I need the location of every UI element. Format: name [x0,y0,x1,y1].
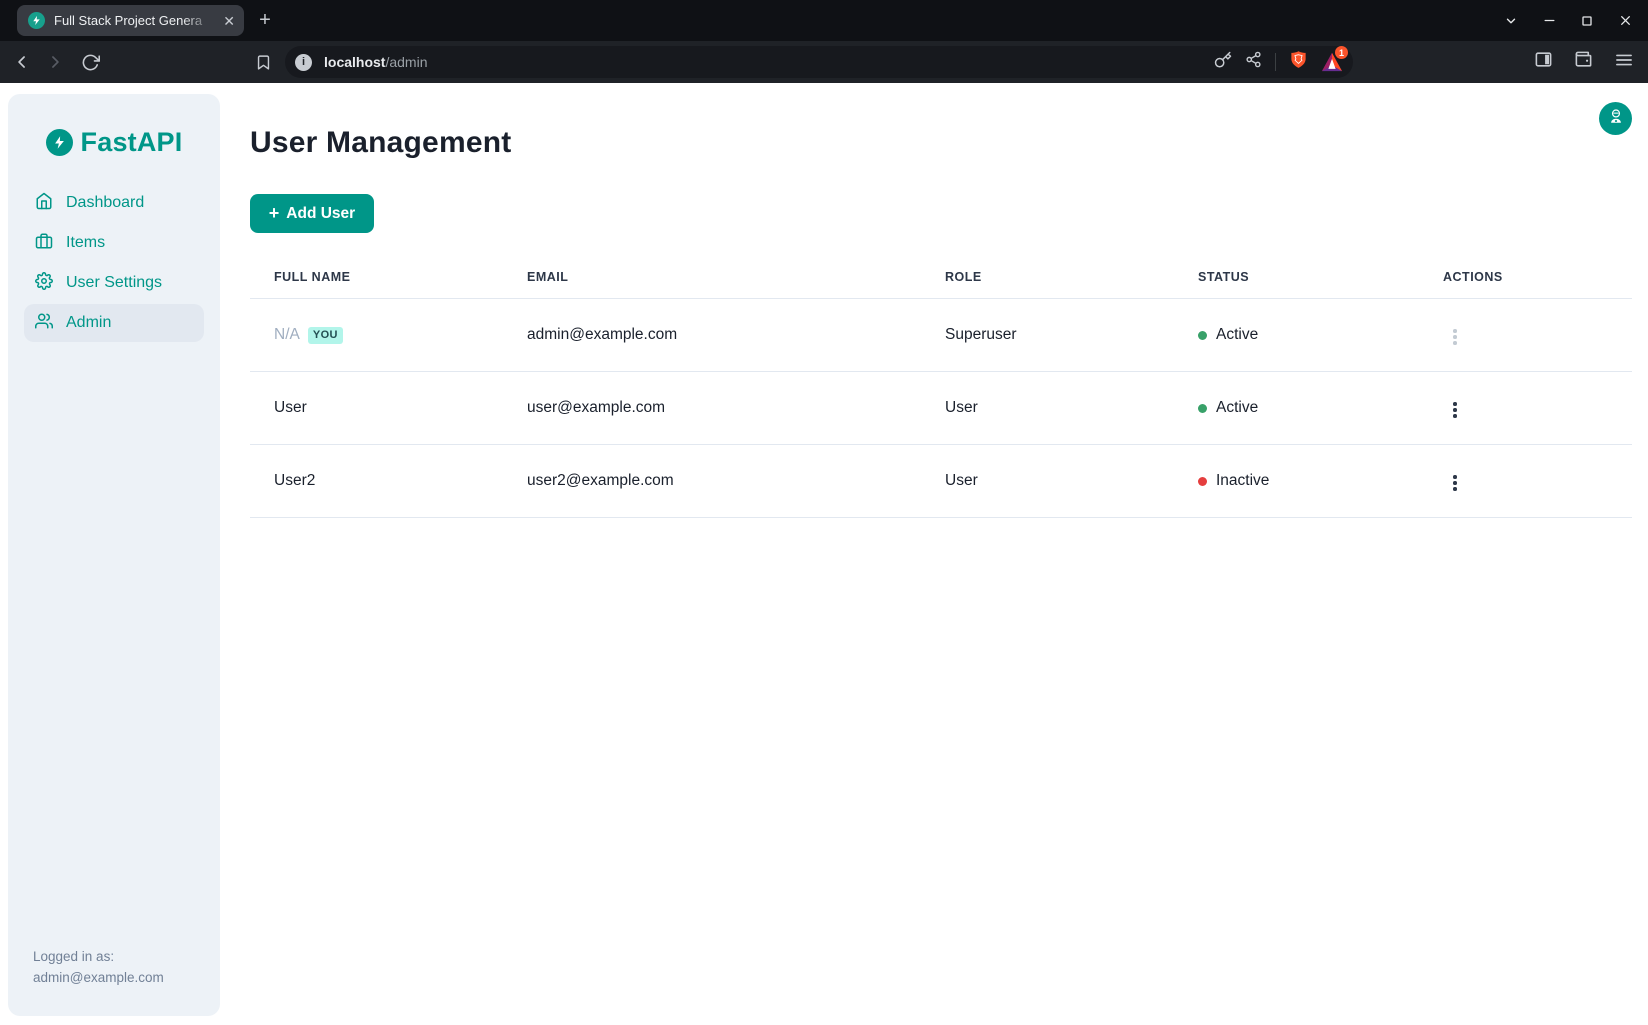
tab-close-icon[interactable]: ✕ [223,12,235,29]
users-icon [35,312,53,335]
status-value: Inactive [1216,472,1270,489]
rewards-badge: 1 [1335,46,1348,59]
fastapi-logo: FastAPI [8,127,220,158]
toolbar-right-icons [1534,41,1634,83]
sidebar-item-label: Admin [66,314,112,331]
col-actions: ACTIONS [1419,270,1632,299]
status-dot-active [1198,403,1207,413]
sidebar-item-items[interactable]: Items [24,224,204,262]
table-header-row: FULL NAME EMAIL ROLE STATUS ACTIONS [250,270,1632,299]
fastapi-bolt-icon [45,129,73,156]
gear-icon [35,271,53,295]
logged-in-info: Logged in as: admin@example.com [33,946,164,988]
plus-icon: + [268,202,280,223]
window-controls [1499,0,1648,41]
page-title: User Management [250,126,512,159]
row-actions-menu-icon [1443,323,1467,351]
user-menu-button[interactable] [1599,102,1632,135]
logged-in-email: admin@example.com [33,970,164,985]
logo-text: FastAPI [80,127,183,157]
add-user-button[interactable]: + Add User [250,194,374,233]
bookmark-icon[interactable] [249,48,277,76]
email-value: user@example.com [503,371,921,445]
url-host: localhost [324,54,386,70]
site-info-icon[interactable]: i [295,53,312,71]
email-value: admin@example.com [503,298,921,372]
share-icon[interactable] [1245,51,1262,73]
status-value: Active [1216,326,1259,343]
status-dot-active [1198,330,1207,340]
maximize-icon[interactable] [1575,9,1599,33]
sidebar-item-dashboard[interactable]: Dashboard [24,184,204,222]
new-tab-button[interactable]: + [259,9,271,31]
sidebar-item-user-settings[interactable]: User Settings [24,264,204,302]
row-actions-menu-icon[interactable] [1443,469,1467,497]
email-value: user2@example.com [503,444,921,518]
full-name-value: N/A [274,326,300,343]
user-astronaut-icon [1607,107,1625,130]
browser-toolbar: i localhost/admin 1 [0,41,1648,83]
col-full-name: FULL NAME [250,270,503,299]
menu-hamburger-icon[interactable] [1614,50,1634,75]
back-icon[interactable] [8,48,36,76]
add-user-label: Add User [286,204,356,222]
main-content: User Management + Add User FULL NAME EMA… [250,83,1632,518]
toolbar-separator [1275,53,1276,71]
sidebar-nav: Dashboard Items User Settings [8,184,220,342]
col-email: EMAIL [503,270,921,299]
fastapi-favicon-icon [28,12,45,29]
status-dot-inactive [1198,476,1207,486]
col-role: ROLE [921,270,1174,299]
briefcase-icon [35,232,53,255]
address-bar[interactable]: i localhost/admin 1 [285,46,1353,78]
status-value: Active [1216,399,1259,416]
brave-rewards-icon[interactable]: 1 [1321,46,1348,72]
close-window-icon[interactable] [1613,9,1637,33]
url-text[interactable]: localhost/admin [324,54,1214,70]
users-table: FULL NAME EMAIL ROLE STATUS ACTIONS N/A Y… [250,270,1632,518]
tab-title: Full Stack Project Genera [54,13,203,28]
sidebar-item-label: Items [66,234,106,251]
forward-icon[interactable] [41,48,69,76]
app-page: FastAPI Dashboard Items [0,83,1648,1025]
sidebar: FastAPI Dashboard Items [8,94,220,1016]
tab-strip: Full Stack Project Genera ✕ + [0,0,1648,41]
browser-tab[interactable]: Full Stack Project Genera ✕ [17,5,244,36]
full-name-value: User2 [250,444,503,518]
role-value: User [921,371,1174,445]
role-value: Superuser [921,298,1174,372]
reload-icon[interactable] [76,48,104,76]
table-row: User2 user2@example.com User Inactive [250,444,1632,518]
sidebar-item-label: User Settings [66,274,163,291]
role-value: User [921,444,1174,518]
tab-search-chevron-icon[interactable] [1499,9,1523,33]
table-row: User user@example.com User Active [250,371,1632,445]
brave-shield-icon[interactable] [1289,49,1308,75]
password-key-icon[interactable] [1214,51,1232,74]
logged-in-label: Logged in as: [33,949,115,964]
sidebar-toggle-icon[interactable] [1534,50,1553,74]
full-name-value: User [250,371,503,445]
url-path: /admin [385,54,428,70]
minimize-icon[interactable] [1537,9,1561,33]
table-row: N/A YOU admin@example.com Superuser Activ… [250,298,1632,372]
row-actions-menu-icon[interactable] [1443,396,1467,424]
sidebar-item-label: Dashboard [66,194,145,211]
home-icon [35,192,53,215]
wallet-icon[interactable] [1574,50,1593,74]
col-status: STATUS [1174,270,1419,299]
you-badge: YOU [307,326,343,344]
sidebar-item-admin[interactable]: Admin [24,304,204,342]
